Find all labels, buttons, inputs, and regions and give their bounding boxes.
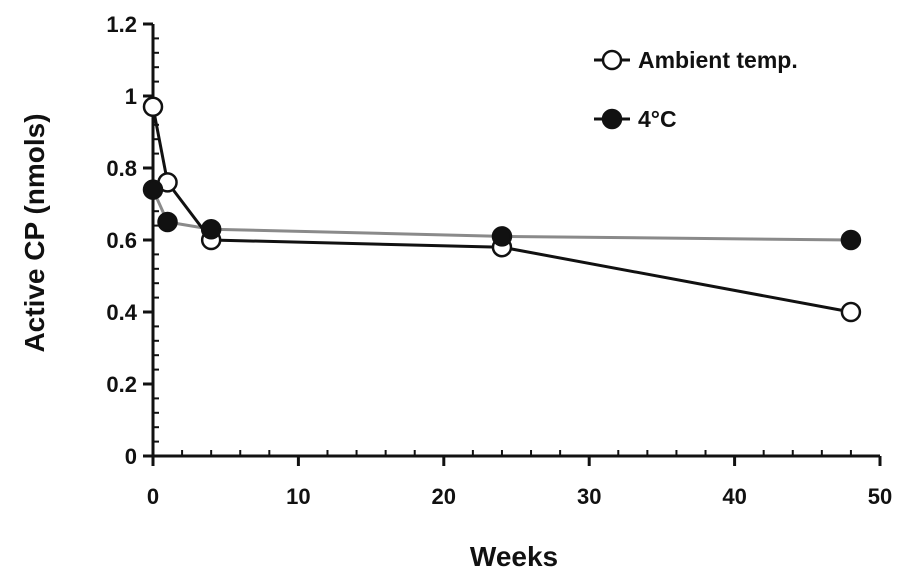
y-tick-label: 0.8 bbox=[106, 156, 137, 181]
series-line-ambient bbox=[151, 106, 852, 314]
x-axis-title: Weeks bbox=[470, 541, 558, 572]
y-tick-label: 0.6 bbox=[106, 228, 137, 253]
data-point-ambient bbox=[840, 301, 862, 323]
legend-marker bbox=[601, 49, 623, 71]
legend: Ambient temp. 4°C bbox=[594, 47, 798, 132]
data-point-4c bbox=[200, 218, 222, 240]
data-point-4c bbox=[840, 229, 862, 251]
data-point-4c bbox=[157, 211, 178, 233]
x-tick-label: 20 bbox=[432, 484, 456, 509]
legend-label: 4°C bbox=[638, 106, 677, 132]
y-tick-label: 0.4 bbox=[106, 300, 137, 325]
x-tick-label: 40 bbox=[722, 484, 746, 509]
x-tick-label: 0 bbox=[147, 484, 159, 509]
y-tick-label: 1 bbox=[125, 84, 137, 109]
legend-label: Ambient temp. bbox=[638, 47, 798, 73]
x-tick-label: 10 bbox=[286, 484, 310, 509]
x-tick-label: 50 bbox=[868, 484, 892, 509]
data-point-4c bbox=[142, 179, 164, 200]
y-tick-label: 0 bbox=[125, 444, 137, 469]
data-point-4c bbox=[491, 226, 513, 247]
chart-axes: 0 0.2 0.4 0.6 0.8 1 1.2 0 10 20 30 40 50 bbox=[106, 12, 892, 509]
series-lines bbox=[151, 106, 852, 314]
y-tick-label: 1.2 bbox=[106, 12, 137, 37]
legend-marker bbox=[601, 108, 623, 130]
data-point-ambient bbox=[142, 96, 164, 118]
x-tick-label: 30 bbox=[577, 484, 601, 509]
series-points bbox=[142, 96, 862, 323]
y-tick-label: 0.2 bbox=[106, 372, 137, 397]
y-axis-title: Active CP (nmols) bbox=[19, 113, 50, 352]
